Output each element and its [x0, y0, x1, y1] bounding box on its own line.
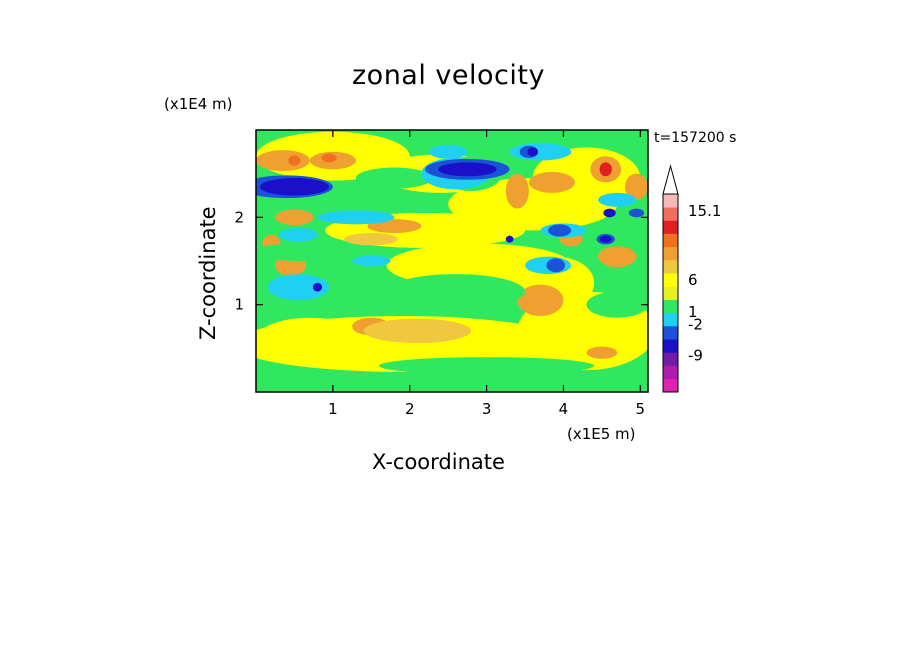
y-ticks: 12 [234, 208, 648, 314]
contour-region [256, 243, 379, 261]
contour-region [256, 317, 364, 362]
contour-region [344, 233, 399, 246]
contour-region [505, 173, 529, 209]
colorbar-segment [663, 273, 678, 287]
contour-region [438, 162, 497, 177]
colorbar-segment [663, 260, 678, 274]
colorbar-arrow [662, 164, 679, 195]
colorbar: 15.1 6 1-2 -9 [662, 164, 721, 393]
y-tick-label: 2 [234, 208, 244, 226]
contour-region [624, 173, 648, 200]
colorbar-label: 15.1 [688, 202, 721, 220]
contour-region [528, 171, 575, 193]
colorbar-segment [663, 207, 678, 221]
chart-title: zonal velocity [352, 60, 545, 91]
colorbar-segment [663, 339, 678, 353]
colorbar-segment [663, 312, 678, 327]
contour-region [288, 155, 301, 166]
y-tick-label: 1 [234, 296, 244, 314]
colorbar-label: 6 [688, 271, 698, 289]
colorbar-segment [663, 233, 678, 248]
x-axis-label: X-coordinate [372, 450, 505, 474]
colorbar-segment [663, 299, 678, 314]
x-tick-label: 4 [559, 400, 569, 418]
contour-region [598, 246, 637, 268]
contour-region [386, 274, 526, 310]
contour-region [505, 235, 514, 243]
contour-region [355, 167, 433, 189]
x-axis-unit: (x1E5 m) [567, 425, 636, 443]
contour-region [628, 208, 645, 218]
contour-region [603, 208, 616, 218]
colorbar-label: 1 [688, 303, 698, 321]
contour-region [378, 357, 595, 375]
colorbar-segment [663, 352, 678, 366]
colorbar-frame [662, 193, 679, 393]
contour-region [275, 209, 314, 226]
colorbar-label: -9 [688, 346, 703, 364]
x-tick-label: 5 [636, 400, 646, 418]
x-ticks: 1 2 3 4 5 [328, 130, 645, 418]
contour-region [428, 144, 468, 159]
colorbar-segment [663, 194, 678, 208]
contour-field [256, 130, 648, 392]
contour-region [586, 291, 648, 318]
colorbar-segment [663, 220, 678, 234]
colorbar-label: -2 [688, 316, 703, 334]
x-tick-label: 3 [482, 400, 492, 418]
contour-region [321, 153, 337, 163]
contour-region [259, 178, 330, 196]
contour-region [363, 318, 472, 344]
contour-region [312, 282, 323, 292]
contour-region [267, 274, 330, 301]
contour-region [586, 346, 618, 359]
x-tick-label: 1 [328, 400, 338, 418]
colorbar-segment [663, 286, 678, 300]
contour-region [546, 258, 565, 273]
x-tick-label: 2 [405, 400, 415, 418]
colorbar-segment [663, 326, 678, 340]
colorbar-segment [663, 378, 678, 393]
contour-region [509, 143, 572, 161]
contour-region [352, 255, 391, 267]
contour-region [527, 147, 539, 157]
contour-region [256, 150, 310, 172]
contour-region [548, 224, 572, 237]
contour-region [599, 235, 612, 243]
time-label: t=157200 s [654, 130, 737, 146]
contour-region [279, 227, 318, 242]
colorbar-segment [663, 365, 678, 380]
contour-region [517, 284, 564, 317]
contour-region [598, 192, 637, 207]
contour-region [599, 162, 612, 177]
contour-region [317, 210, 395, 225]
plot-frame [255, 129, 649, 393]
colorbar-segment [663, 246, 678, 261]
y-axis-unit: (x1E4 m) [164, 95, 233, 113]
